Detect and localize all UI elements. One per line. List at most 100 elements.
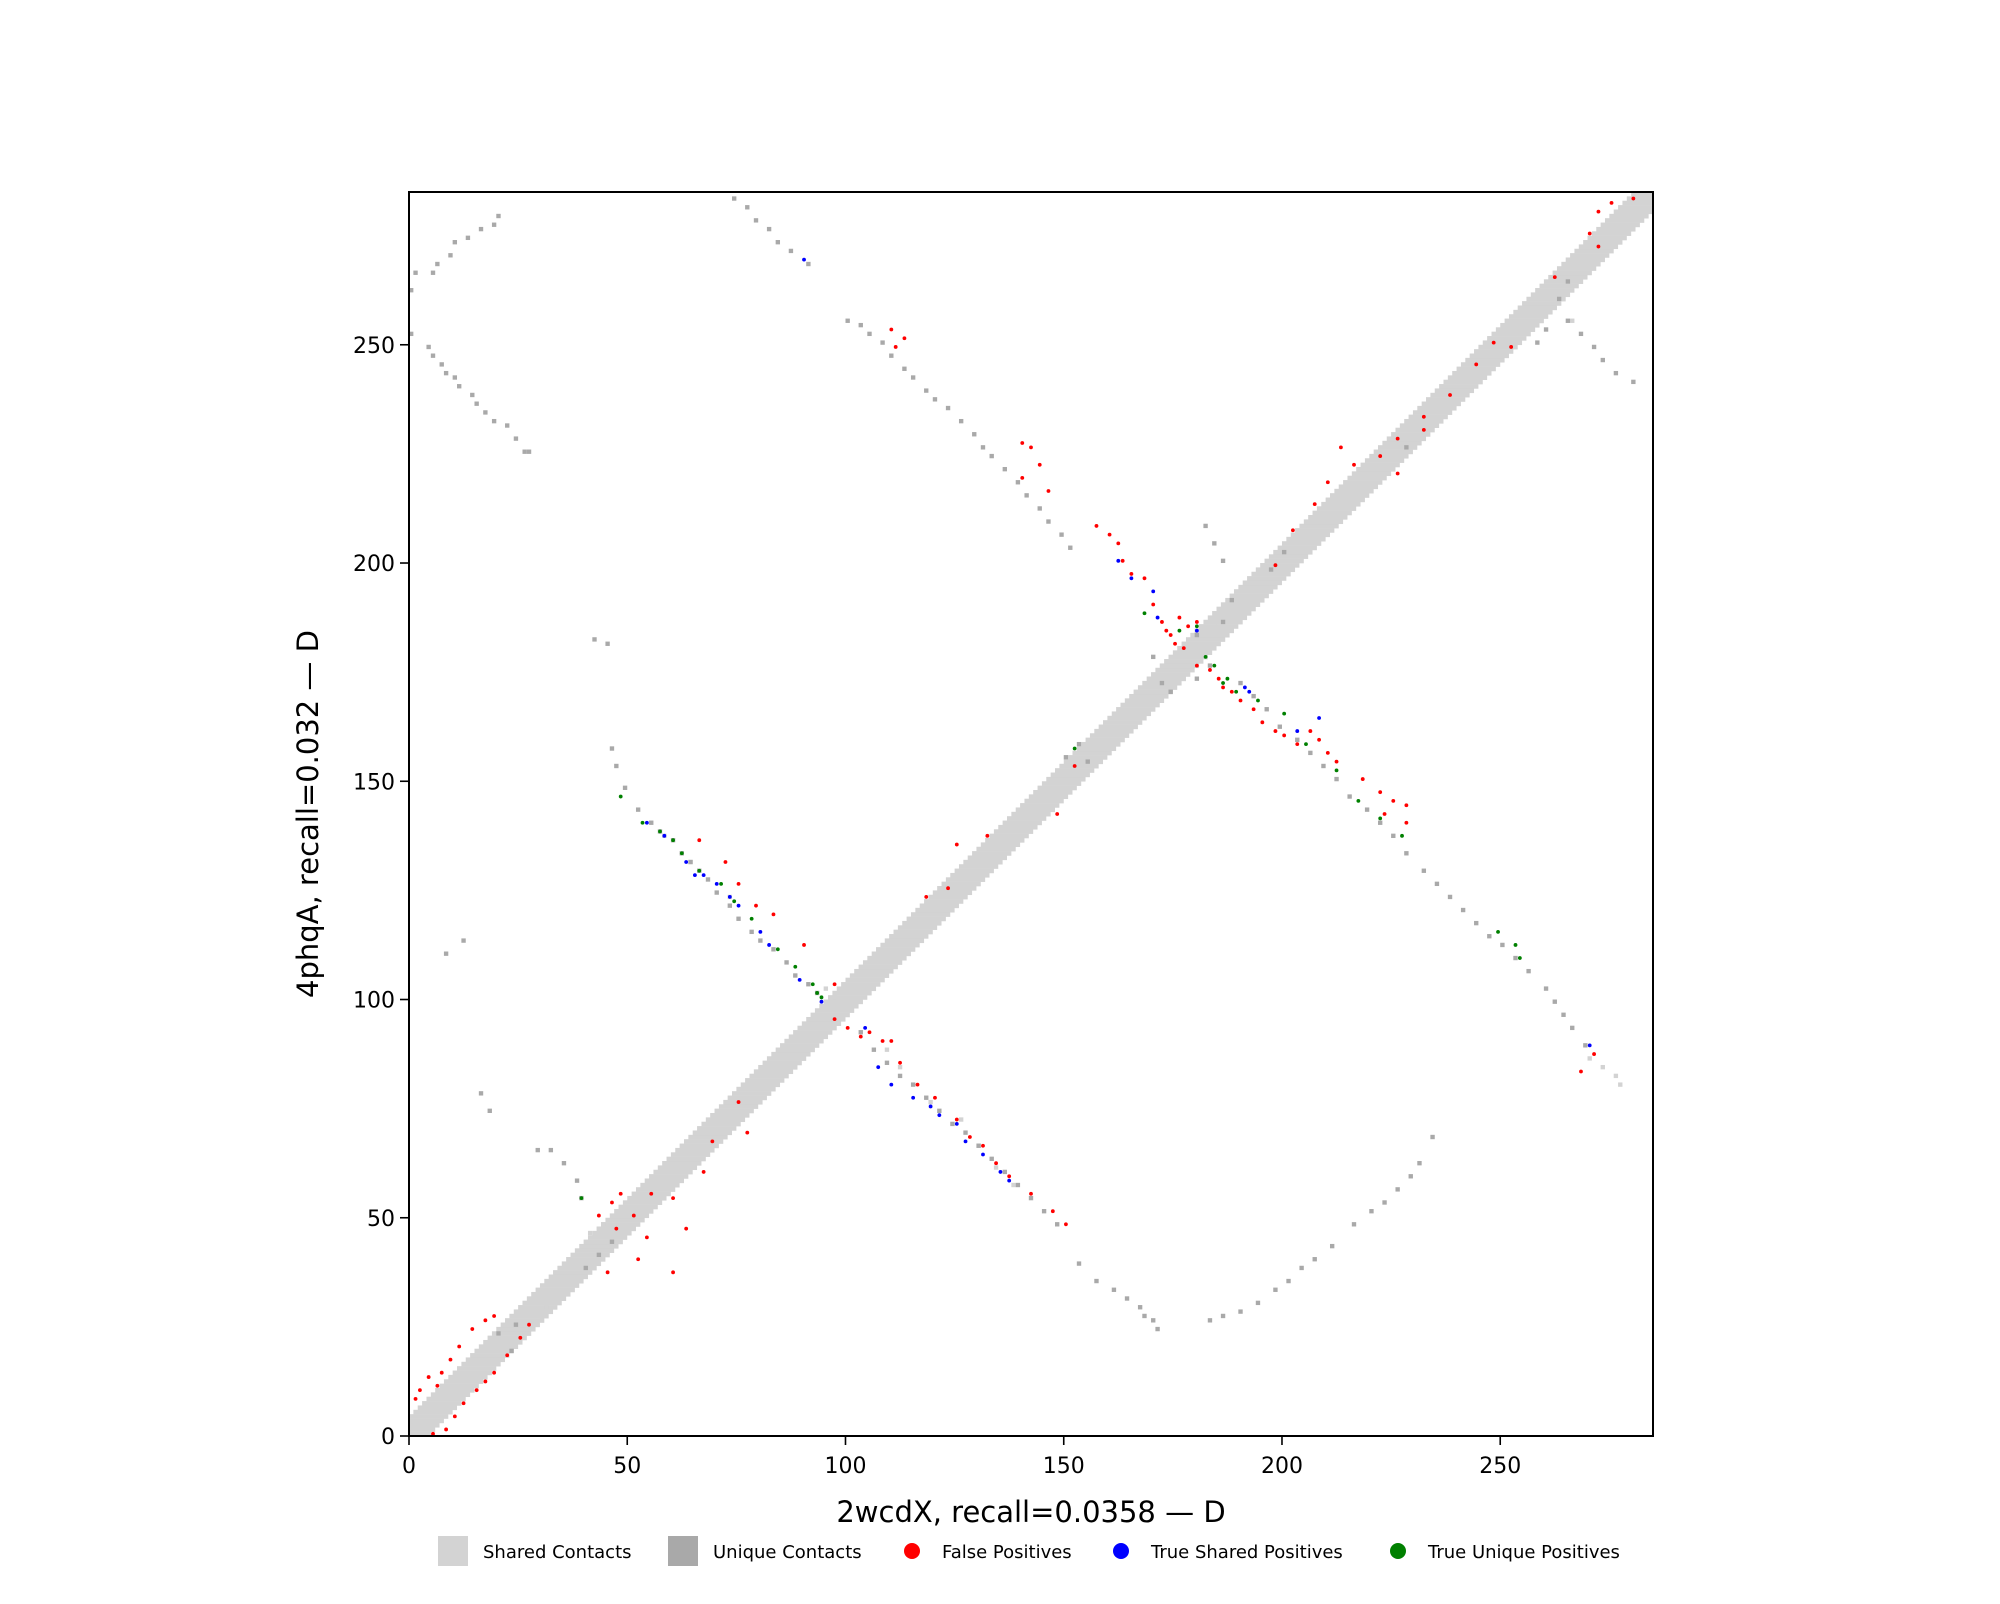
unique-contact-cell [884,1060,890,1065]
unique-contact-cell [1334,776,1339,782]
legend-label: True Unique Positives [1427,1542,1620,1563]
shared-contact-band-row [1089,733,1130,738]
shared-contact-band-row [1447,375,1488,380]
unique-contact-cell [457,384,462,389]
shared-contact-band-row [1530,292,1571,298]
shared-contact-band-row [714,1108,754,1114]
shared-contact-band-row [740,1082,781,1088]
false-positive-point [684,1226,689,1231]
unique-contact-cell [409,331,414,337]
shared-contact-band-row [775,1047,815,1053]
unique-contact-cell [1395,1187,1400,1192]
unique-contact-cell [858,322,863,328]
unique-contact-cell [496,1331,501,1336]
shared-contact-band-row [780,1043,820,1048]
false-positive-point [1029,445,1033,450]
shared-contact-band-row [1548,274,1588,280]
shared-contact-band-row [1281,541,1322,546]
y-tick-label: 250 [353,334,395,359]
shared-contact-band-row [980,842,1021,848]
unique-contact-cell [727,903,733,908]
unique-contact-cell [924,1095,929,1100]
true-unique-positive-point [1304,742,1308,747]
true-shared-positive-point [1151,589,1156,594]
unique-contact-cell [505,423,510,428]
shared-contact-cell [601,1222,606,1227]
shared-contact-band-row [1526,296,1566,302]
shared-contact-band-row [1251,571,1291,577]
unique-contact-cell [1229,597,1234,603]
shared-contact-band-row [1185,637,1226,642]
unique-contact-cell [1220,619,1226,625]
true-shared-positive-point [876,1065,881,1070]
false-positive-point [889,327,894,332]
shared-contact-band-row [1338,484,1379,490]
shared-contact-band-row [823,999,863,1005]
unique-contact-cell [1085,759,1090,764]
unique-contact-cell [745,205,750,210]
unique-contact-cell [1015,480,1021,485]
false-positive-point [1064,1222,1068,1227]
shared-contact-band-row [670,1152,711,1157]
false-positive-point [1631,196,1636,201]
shared-contact-band-row [1439,384,1479,389]
shared-contact-band-row [1543,279,1584,284]
shared-contact-band-row [1033,789,1073,795]
false-positive-point [671,1196,675,1201]
unique-contact-cell [932,397,938,402]
unique-contact-cell [976,1143,981,1148]
false-positive-point [518,1335,523,1340]
unique-contact-cell [972,432,977,437]
false-positive-point [1168,633,1173,637]
unique-contact-cell [1281,549,1287,555]
unique-contact-cell [461,938,466,943]
true-shared-positive-point [954,1122,959,1126]
unique-contact-cell [980,445,986,450]
unique-contact-cell [950,1121,955,1127]
false-positive-point [954,842,959,847]
shared-contact-band-row [487,1335,527,1341]
shared-contact-band-row [1334,488,1374,494]
y-tick-label: 50 [367,1207,395,1232]
unique-contact-cell [1238,680,1243,686]
shared-contact-band-row [587,1235,628,1240]
shared-contact-band-row [749,1073,789,1079]
unique-contact-cell [1613,370,1619,376]
unique-contact-cell [1111,1287,1117,1292]
unique-contact-cell [1561,1012,1566,1017]
false-positive-point [1421,427,1426,432]
false-positive-point [1107,532,1112,537]
false-positive-point [924,895,929,899]
shared-contact-band-row [1417,405,1457,411]
unique-contact-cell [1321,763,1326,769]
shared-contact-band-row [1260,563,1300,568]
true-shared-positive-point [714,881,719,886]
shared-contact-band-row [1020,803,1060,808]
shared-contact-band-row [1482,340,1523,346]
shared-contact-band-row [897,925,938,930]
shared-contact-band-row [784,1038,824,1044]
true-shared-positive-point [802,257,806,262]
unique-contact-cell [609,746,615,751]
false-positive-point [915,1082,920,1087]
false-positive-point [439,1370,444,1375]
shared-contact-band-row [723,1099,763,1105]
unique-contact-cell [1299,1265,1304,1271]
shared-contact-band-row [1399,423,1440,429]
true-shared-positive-point [998,1170,1003,1174]
false-positive-point [736,1100,741,1104]
unique-contact-cell [522,449,527,454]
unique-contact-cell [443,370,449,376]
shared-contact-band-row [828,995,868,1000]
true-shared-positive-point [911,1095,916,1100]
false-positive-point [483,1318,488,1323]
unique-contact-cell [491,418,497,424]
unique-contact-cell [732,196,737,201]
shared-contact-band-row [1107,715,1147,721]
false-positive-point [898,1060,902,1065]
shared-contact-band-row [732,1091,772,1096]
y-axis-label: 4phqA, recall=0.032 — D [291,630,325,998]
false-positive-point [1142,576,1147,581]
shared-contact-band-row [958,864,999,869]
shared-contact-band-row [1622,200,1653,206]
